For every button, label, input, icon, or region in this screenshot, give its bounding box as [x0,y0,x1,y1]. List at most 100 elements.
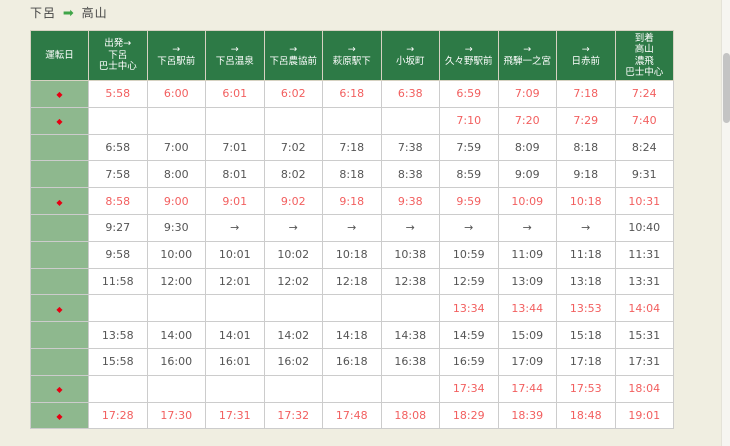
time-cell: 17:34 [439,374,499,403]
time-cell [263,106,323,135]
time-cell [322,374,382,403]
time-cell: 17:28 [88,401,148,430]
time-cell: 11:31 [614,240,674,269]
time-cell [263,374,323,403]
time-cell: 19:01 [614,401,674,430]
time-cell: 9:58 [88,240,148,269]
column-header-stop: → 下呂温泉 [205,30,265,81]
time-cell [380,106,440,135]
time-cell: 5:58 [88,80,148,108]
through-arrow-cell: → [556,213,616,242]
column-header-stop: → 飛騨一之宮 [497,30,557,81]
time-cell [146,374,206,403]
timetable-header: 運転日 出発→ 下呂 巴士中心 → 下呂駅前 → 下呂温泉 → 下呂農協前 → 萩原駅下 → 小坂町 → 久々… [30,30,674,81]
timetable-row: 11:58 12:00 12:01 12:02 12:18 12:38 12:59 13:09… [30,267,674,296]
column-header-line: 下呂農協前 [269,55,317,67]
time-cell: 10:59 [439,240,499,269]
diamond-icon: ◆ [56,385,63,395]
time-cell: 8:09 [497,133,557,162]
column-header-line: 飛騨一之宮 [503,55,551,67]
time-cell: 11:18 [556,240,616,269]
timetable-row: 15:58 16:00 16:01 16:02 16:18 16:38 16:59 17:09… [30,347,674,376]
time-cell: 10:18 [322,240,382,269]
time-cell: 7:40 [614,106,674,135]
time-cell: 7:58 [88,160,148,189]
time-cell: 6:59 [439,80,499,108]
time-cell: 10:00 [146,240,206,269]
column-header-line: 久々野駅前 [444,55,493,67]
time-cell: 17:32 [263,401,323,430]
time-cell [146,294,206,323]
diamond-icon: ◆ [56,411,63,421]
time-cell: 12:01 [205,267,265,296]
timetable-row: ◆ 13:34 13:44 13:53 14:04 [30,294,674,323]
time-cell: 9:27 [88,213,148,242]
time-cell: 7:29 [556,106,616,135]
timetable-row: 7:58 8:00 8:01 8:02 8:18 8:38 8:59 9:09 9:18 9:31 [30,160,674,189]
time-cell: 14:38 [380,321,440,349]
time-cell: 8:38 [380,160,440,189]
column-header-operating-days: 運転日 [30,30,89,81]
operating-day-cell: ◆ [30,80,89,108]
diamond-icon: ◆ [56,197,63,207]
time-cell: 8:00 [146,160,206,189]
time-cell: 18:29 [439,401,499,430]
time-cell: 15:31 [614,321,674,349]
column-header-line: → [523,44,532,56]
time-cell: 8:18 [322,160,382,189]
time-cell: 13:58 [88,321,148,349]
time-cell: 6:02 [263,80,323,108]
column-header-line: 萩原駅下 [332,55,371,67]
time-cell [205,294,265,323]
column-header-line: → [406,44,415,56]
column-header-line: → [581,44,590,56]
time-cell: 7:10 [439,106,499,135]
time-cell: 17:44 [497,374,557,403]
scrollbar-thumb[interactable] [723,53,730,123]
time-cell: 12:38 [380,267,440,296]
column-header-line: 出発→ [104,38,132,50]
time-cell: 16:00 [146,347,206,376]
time-cell: 15:18 [556,321,616,349]
time-cell: 8:58 [88,187,148,215]
time-cell: 18:08 [380,401,440,430]
time-cell: 9:59 [439,187,499,215]
through-arrow-cell: → [439,213,499,242]
time-cell: 10:40 [614,213,674,242]
time-cell: 17:31 [614,347,674,376]
operating-day-cell [30,240,89,269]
column-header-line: → [289,44,298,56]
time-cell: 9:09 [497,160,557,189]
timetable-row: 9:27 9:30 → → → → → → → 10:40 [30,213,674,242]
time-cell: 10:01 [205,240,265,269]
time-cell [263,294,323,323]
time-cell: 10:09 [497,187,557,215]
column-header-line: 日赤前 [571,55,600,67]
time-cell: 9:38 [380,187,440,215]
route-from: 下呂 [30,6,57,20]
column-header-line: 下呂温泉 [215,55,254,67]
column-header-stop: → 小坂町 [380,30,440,81]
time-cell: 15:58 [88,347,148,376]
operating-day-cell [30,160,89,189]
time-cell: 9:30 [146,213,206,242]
column-header-line: 巴士中心 [625,66,664,78]
column-header-stop: 出発→ 下呂 巴士中心 [88,30,148,81]
time-cell: 15:09 [497,321,557,349]
operating-day-cell [30,133,89,162]
column-header-line: 到着 [634,32,654,44]
time-cell: 17:48 [322,401,382,430]
column-header-stop: → 日赤前 [556,30,616,81]
time-cell: 9:00 [146,187,206,215]
operating-day-cell: ◆ [30,401,89,430]
through-arrow-cell: → [263,213,323,242]
diamond-icon: ◆ [56,304,63,314]
time-cell: 16:59 [439,347,499,376]
time-cell: 9:18 [556,160,616,189]
time-cell: 8:18 [556,133,616,162]
vertical-scrollbar[interactable] [721,0,730,446]
route-title: 下呂 ➡ 高山 [30,4,108,21]
time-cell: 7:20 [497,106,557,135]
time-cell: 14:02 [263,321,323,349]
time-cell: 18:39 [497,401,557,430]
